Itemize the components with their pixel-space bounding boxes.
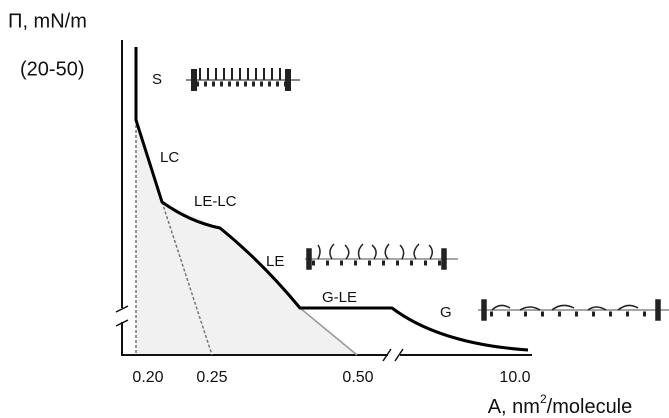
shaded-region bbox=[136, 120, 357, 355]
x-axis-label-sup: 2 bbox=[540, 392, 547, 406]
x-axis-label-end: /molecule bbox=[547, 396, 633, 418]
phase-label: LE-LC bbox=[194, 193, 237, 210]
x-tick-label: 0.50 bbox=[342, 369, 373, 386]
isotherm-curve bbox=[134, 47, 529, 352]
phase-label: S bbox=[152, 71, 162, 88]
guide-line bbox=[299, 307, 358, 356]
guide-line bbox=[161, 201, 213, 356]
molecule-icon-expanded bbox=[305, 243, 458, 270]
phase-label: LE bbox=[266, 253, 284, 270]
molecule-icon-gas bbox=[478, 299, 669, 321]
phase-label: G-LE bbox=[322, 289, 357, 306]
x-tick-label: 0.25 bbox=[196, 369, 227, 386]
phase-label: G bbox=[440, 304, 452, 321]
phase-label: LC bbox=[160, 149, 179, 166]
axes bbox=[115, 40, 532, 362]
x-axis-label-start: A, nm bbox=[488, 396, 540, 418]
y-axis-range: (20-50) bbox=[20, 58, 84, 80]
y-axis-label: Π, mN/m bbox=[8, 10, 87, 32]
x-axis-label: A, nm2/molecule bbox=[488, 392, 633, 418]
molecule-icon-solid bbox=[186, 68, 300, 91]
x-tick-label: 10.0 bbox=[499, 369, 530, 386]
x-tick-label: 0.20 bbox=[132, 369, 163, 386]
